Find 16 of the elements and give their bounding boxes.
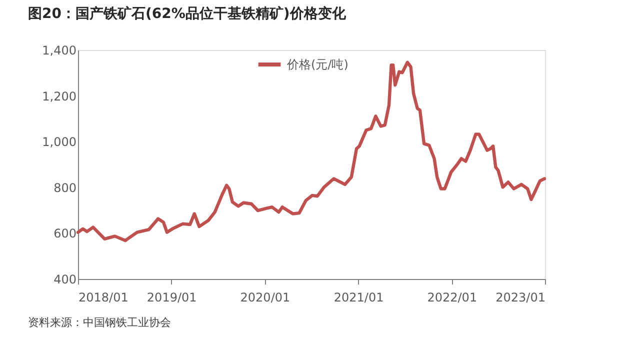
y-tick-label: 400	[54, 272, 76, 286]
y-tick-label: 1,400	[42, 44, 76, 58]
x-tick-label: 2019/01	[146, 290, 197, 304]
y-tick-label: 600	[54, 226, 76, 241]
line-series	[76, 60, 546, 242]
x-tick-label: 2022/01	[427, 290, 478, 304]
x-tick-label: 2021/01	[334, 290, 384, 304]
y-tick-label: 800	[54, 180, 76, 195]
legend-label: 价格(元/吨)	[286, 58, 348, 72]
x-tick-label: 2023/01	[496, 290, 546, 304]
x-tick-label: 2018/01	[78, 290, 128, 304]
x-tick-label: 2020/01	[240, 290, 290, 304]
chart-title: 图20：国产铁矿石(62%品位干基铁精矿)价格变化	[28, 5, 347, 22]
y-tick-label: 1,200	[42, 89, 76, 104]
text: 资料来源：中国钢铁工业协会	[28, 316, 171, 329]
y-tick-label: 1,000	[42, 135, 76, 150]
